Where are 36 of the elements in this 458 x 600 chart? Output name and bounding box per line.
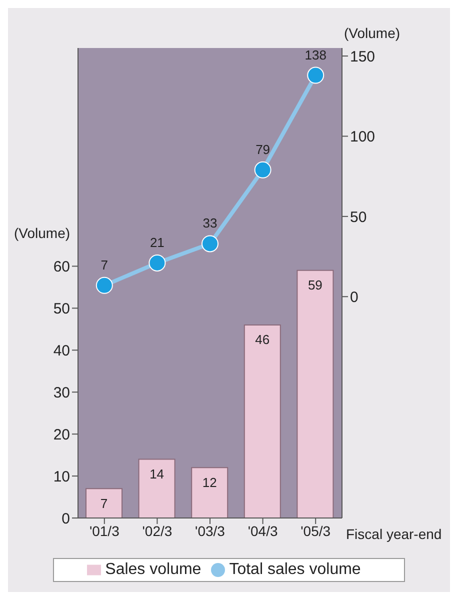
bar xyxy=(138,458,176,518)
bar xyxy=(244,324,281,518)
data-label: 12 xyxy=(202,474,217,490)
x-tick-label: '02/3 xyxy=(142,522,172,539)
y-tick-label: 30 xyxy=(53,384,70,402)
data-label: 7 xyxy=(100,257,108,272)
y-tick-label: 20 xyxy=(53,426,70,444)
legend-label: Sales volume xyxy=(105,561,202,578)
y-tick-label: 40 xyxy=(53,342,70,360)
y-axis-title: (Volume) xyxy=(14,225,70,242)
data-label: 33 xyxy=(202,216,218,231)
bar xyxy=(296,270,334,518)
data-label: 7 xyxy=(100,496,108,511)
x-tick-label: '04/3 xyxy=(248,522,278,539)
data-label: 21 xyxy=(150,234,164,250)
bar xyxy=(191,467,228,518)
x-axis-title: Fiscal year-end xyxy=(346,526,442,542)
x-tick-label: '01/3 xyxy=(89,522,120,539)
x-tick-label: '03/3 xyxy=(195,522,226,539)
y-tick-label: 50 xyxy=(53,300,70,318)
y2-tick-label: 50 xyxy=(350,208,367,226)
data-label: 138 xyxy=(304,47,326,62)
data-label: 14 xyxy=(150,466,164,482)
legend-label: Total sales volume xyxy=(229,561,361,578)
y2-axis-title: (Volume) xyxy=(344,25,400,41)
x-tick-label: '05/3 xyxy=(300,522,331,539)
data-label: 46 xyxy=(255,332,270,348)
y-tick-label: 0 xyxy=(62,510,70,528)
y2-tick-label: 0 xyxy=(350,288,358,306)
data-label: 59 xyxy=(308,278,322,293)
y2-tick-label: 150 xyxy=(350,48,376,66)
data-label: 79 xyxy=(256,142,270,157)
y2-tick-label: 100 xyxy=(350,128,376,146)
y-tick-label: 10 xyxy=(53,468,70,486)
y-tick-label: 60 xyxy=(53,258,70,276)
bar xyxy=(86,488,122,518)
